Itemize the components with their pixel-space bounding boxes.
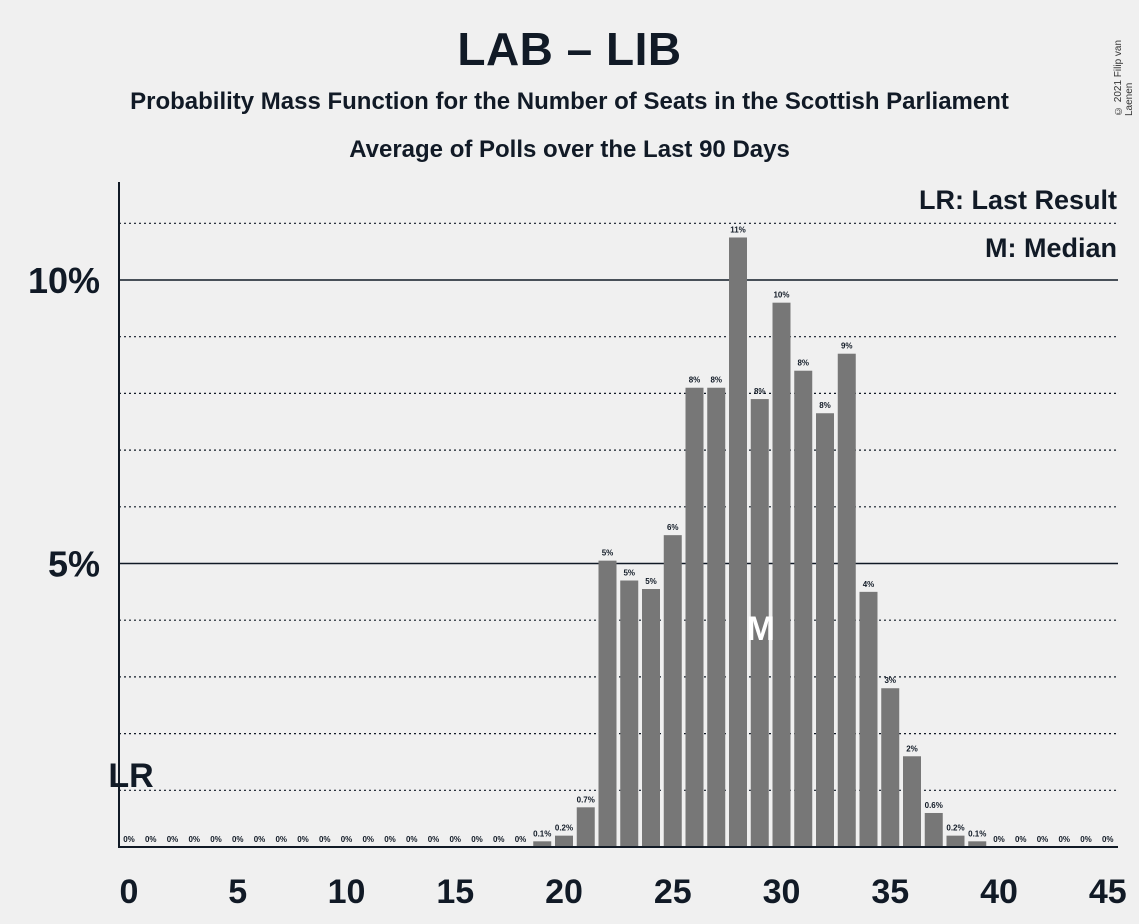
bar-value-label: 11% xyxy=(730,225,746,234)
bar-seat-26 xyxy=(685,387,704,847)
x-tick-label: 10 xyxy=(328,873,366,911)
legend-median: M: Median xyxy=(985,233,1117,263)
bar-seat-27 xyxy=(707,387,726,847)
bar-seat-35 xyxy=(881,688,900,847)
legend: LR M LR: Last Result M: Median xyxy=(108,185,1117,795)
median-marker: M xyxy=(747,610,775,648)
bar-value-label: 0% xyxy=(449,835,461,844)
bar-seat-24 xyxy=(642,589,660,847)
bar-value-label: 0% xyxy=(406,835,418,844)
bar-seat-33 xyxy=(837,353,856,847)
bar-value-label: 5% xyxy=(645,577,657,586)
bar-seat-19 xyxy=(533,841,552,847)
bar-seat-25 xyxy=(663,535,682,847)
x-tick-label: 40 xyxy=(980,873,1018,911)
x-tick-label: 35 xyxy=(871,873,909,911)
bar-value-label: 0% xyxy=(145,835,157,844)
bar-seat-39 xyxy=(968,841,987,847)
bar-value-label: 0% xyxy=(188,835,200,844)
last-result-marker: LR xyxy=(108,757,153,795)
bar-value-label: 0.7% xyxy=(577,795,595,804)
bar-value-label: 6% xyxy=(667,523,679,532)
bar-value-label: 0% xyxy=(471,835,483,844)
bar-value-label: 0% xyxy=(384,835,396,844)
bar-value-label: 0% xyxy=(428,835,440,844)
bar-seat-34 xyxy=(859,591,878,847)
bar-value-label: 0% xyxy=(275,835,287,844)
bar-value-label: 0% xyxy=(167,835,179,844)
y-tick-label: 5% xyxy=(48,544,100,585)
bar-seat-20 xyxy=(555,835,573,847)
bar-value-label: 0.2% xyxy=(555,824,573,833)
bar-value-label: 0% xyxy=(123,835,135,844)
bar-value-label: 8% xyxy=(819,401,831,410)
bar-seat-38 xyxy=(946,835,965,847)
bar-value-label: 5% xyxy=(602,549,614,558)
bar-seat-36 xyxy=(903,756,921,847)
bar-value-label: 0% xyxy=(362,835,374,844)
bar-value-label: 0.1% xyxy=(533,829,551,838)
chart-title: LAB – LIB xyxy=(457,23,682,75)
bar-value-label: 8% xyxy=(689,376,701,385)
x-tick-label: 0 xyxy=(120,873,139,911)
x-tick-label: 15 xyxy=(436,873,474,911)
bar-value-label: 3% xyxy=(884,676,896,685)
bar-value-label: 0% xyxy=(1058,835,1070,844)
bar-value-label: 0% xyxy=(254,835,266,844)
bar-value-label: 0.1% xyxy=(968,829,986,838)
x-tick-label: 45 xyxy=(1089,873,1127,911)
axes: 5% 10% 0 5 10 15 20 25 30 35 40 45 xyxy=(28,182,1127,911)
bar-seat-23 xyxy=(620,580,639,847)
bar-value-label: 8% xyxy=(754,387,766,396)
bar-value-label: 0% xyxy=(341,835,353,844)
bar-value-label: 0% xyxy=(232,835,244,844)
bar-value-label: 0% xyxy=(493,835,505,844)
x-tick-label: 30 xyxy=(763,873,801,911)
bar-seat-31 xyxy=(794,370,813,847)
legend-last-result: LR: Last Result xyxy=(919,185,1117,215)
bar-seat-21 xyxy=(576,807,595,847)
bar-seat-30 xyxy=(772,302,791,847)
bar-seat-32 xyxy=(816,413,834,847)
bar-value-label: 9% xyxy=(841,342,853,351)
bar-value-label: 0% xyxy=(319,835,331,844)
bar-value-label: 0% xyxy=(297,835,309,844)
x-tick-label: 25 xyxy=(654,873,692,911)
bar-value-label: 0.6% xyxy=(925,801,943,810)
bar-value-labels: 0% 0% 0% 0% 0% 0% 0% 0% 0% 0% 0% 0% 0% 0% 0% 0% 0% 0% 0% 0.… xyxy=(123,225,1113,844)
grid-lines xyxy=(119,222,1118,791)
chart-subtitle: Probability Mass Function for the Number… xyxy=(130,88,1009,115)
bar-value-label: 0% xyxy=(1037,835,1049,844)
x-tick-label: 20 xyxy=(545,873,583,911)
bar-seat-29 xyxy=(750,399,769,847)
bars xyxy=(533,237,987,848)
chart-subtitle-2: Average of Polls over the Last 90 Days xyxy=(349,136,790,163)
bar-seat-37 xyxy=(924,812,943,847)
bar-value-label: 0% xyxy=(1015,835,1027,844)
bar-value-label: 10% xyxy=(773,291,789,300)
bar-value-label: 0.2% xyxy=(946,824,964,833)
bar-value-label: 2% xyxy=(906,744,918,753)
bar-value-label: 0% xyxy=(515,835,527,844)
y-tick-label: 10% xyxy=(28,260,100,301)
bar-value-label: 5% xyxy=(623,569,635,578)
x-tick-label: 5 xyxy=(228,873,247,911)
bar-value-label: 0% xyxy=(210,835,222,844)
bar-value-label: 4% xyxy=(863,580,875,589)
bar-value-label: 0% xyxy=(993,835,1005,844)
bar-value-label: 0% xyxy=(1080,835,1092,844)
bar-seat-22 xyxy=(598,560,617,847)
bar-value-label: 0% xyxy=(1102,835,1114,844)
bar-seat-28 xyxy=(729,237,747,848)
bar-value-label: 8% xyxy=(710,376,722,385)
bar-value-label: 8% xyxy=(797,359,809,368)
